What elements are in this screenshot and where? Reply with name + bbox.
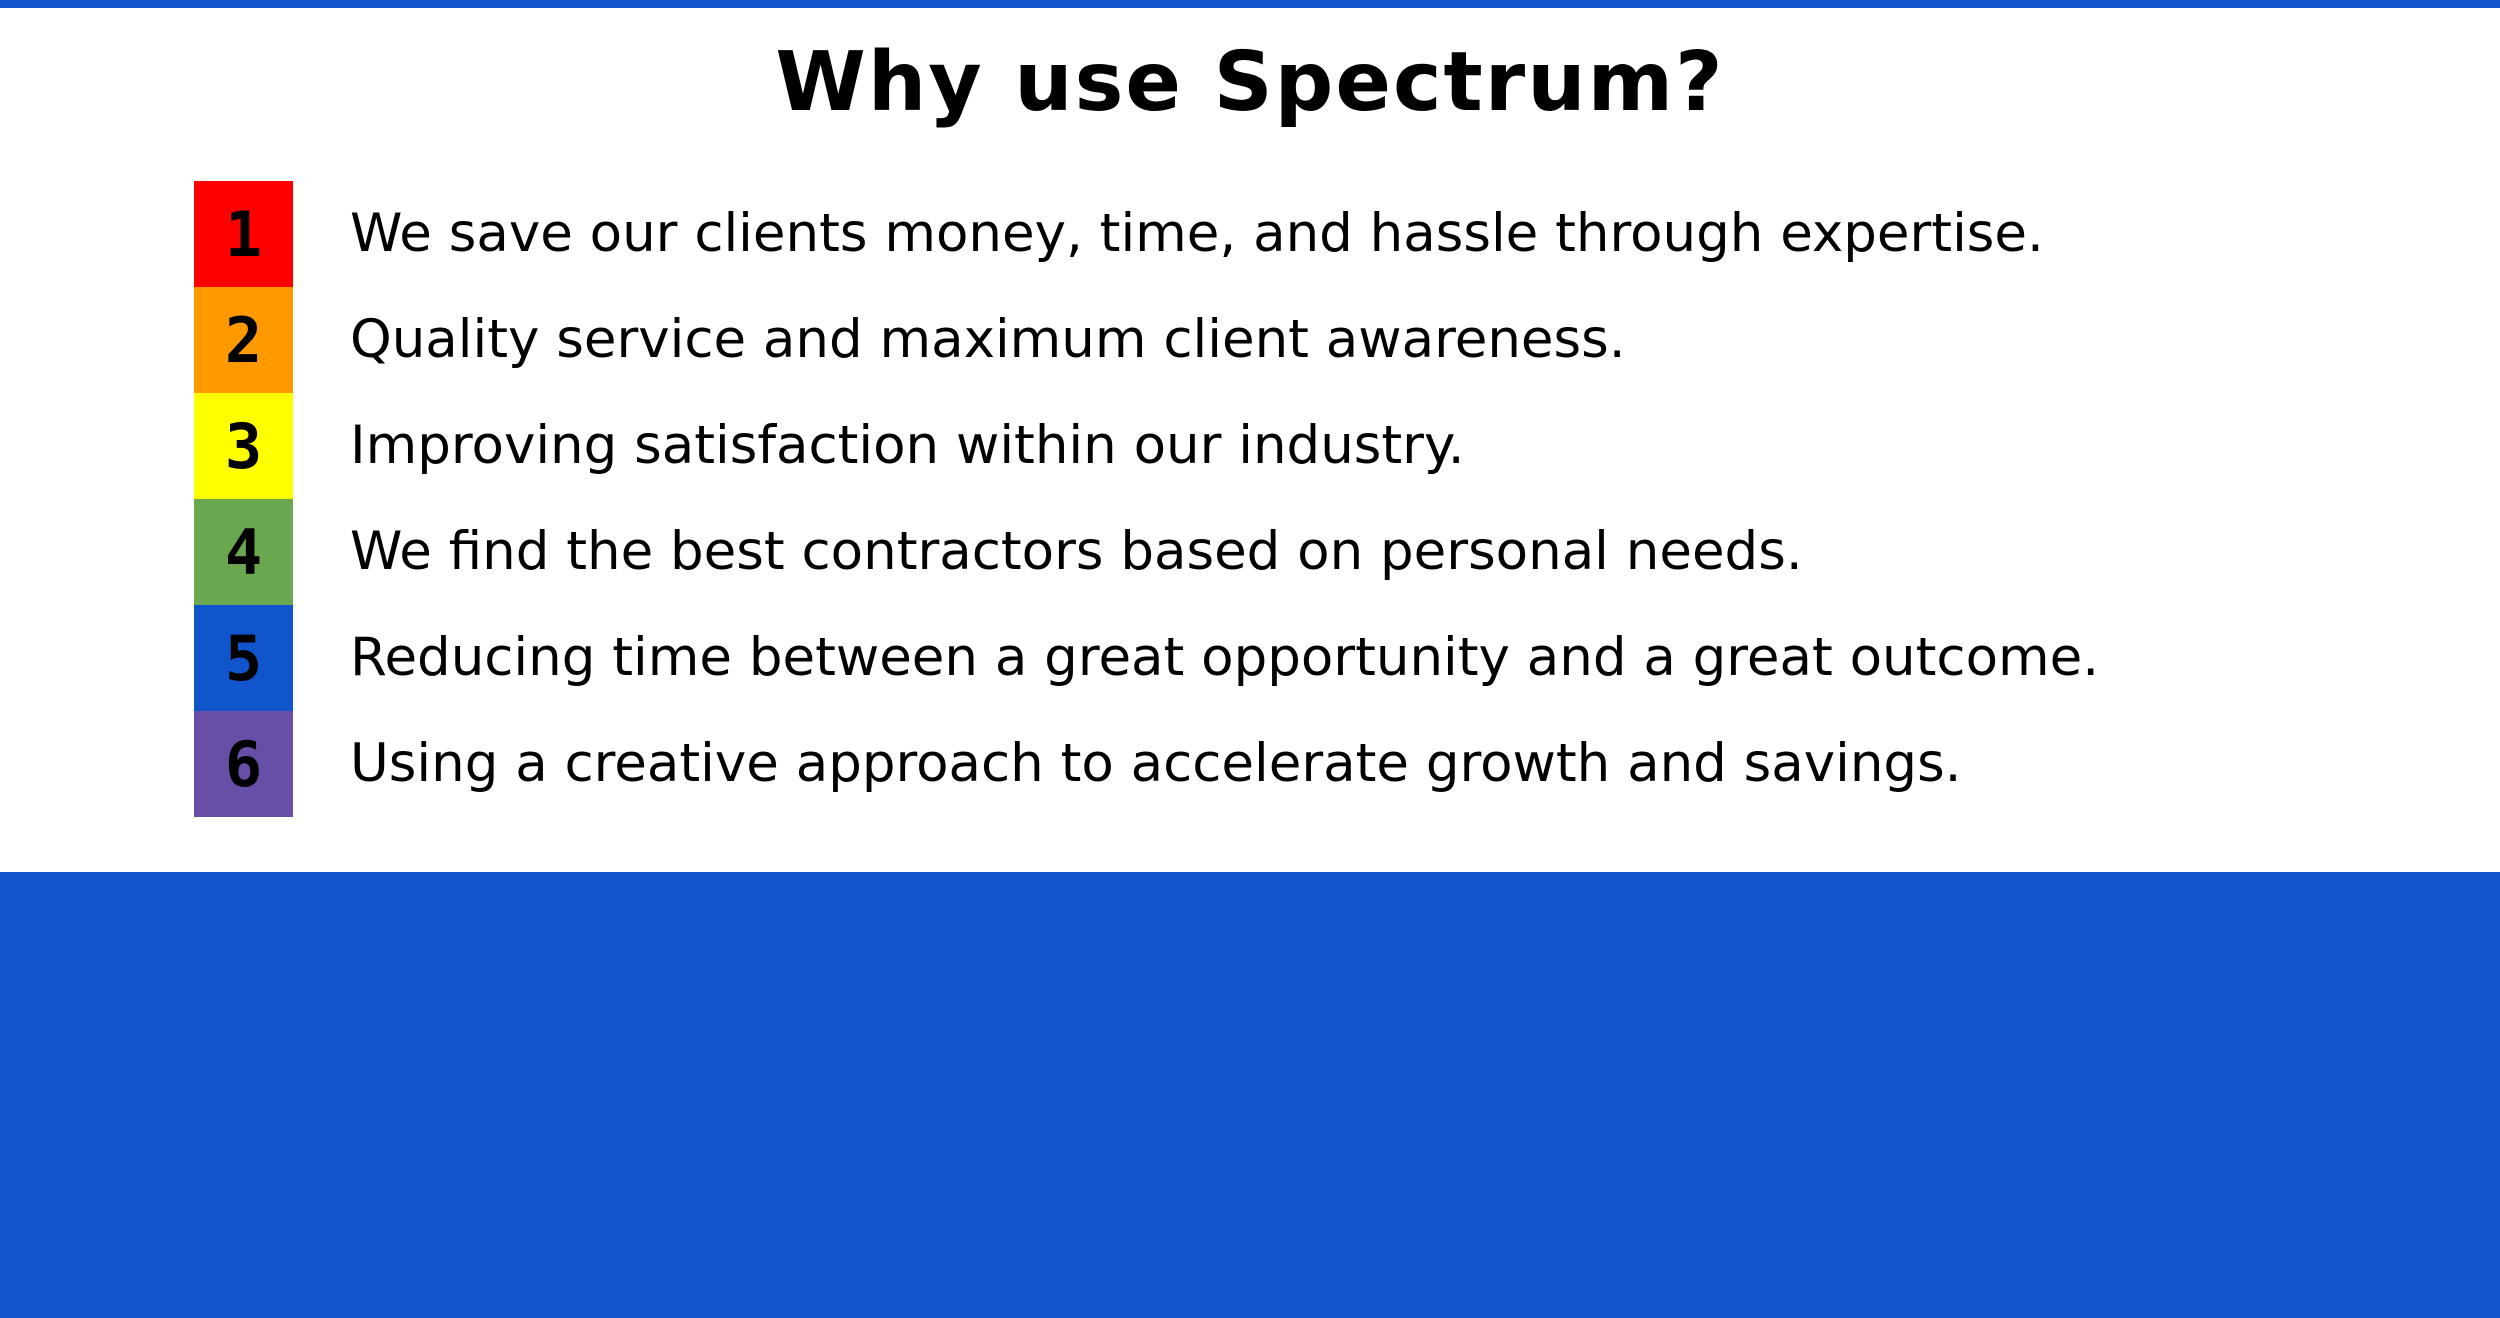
bottom-blue-panel bbox=[0, 872, 2500, 1318]
page-title: Why use Spectrum? bbox=[775, 35, 1725, 130]
list-item-text: Reducing time between a great opportunit… bbox=[350, 627, 2100, 688]
list-item-text: We save our clients money, time, and has… bbox=[350, 203, 2044, 264]
number-badge: 3 bbox=[194, 393, 293, 499]
list-item: 3 Improving satisfaction within our indu… bbox=[194, 393, 2094, 499]
list-item: 4 We find the best contractors based on … bbox=[194, 499, 2094, 605]
number-badge: 6 bbox=[194, 711, 293, 817]
top-accent-rule bbox=[0, 0, 2500, 8]
list-item: 6 Using a creative approach to accelerat… bbox=[194, 711, 2094, 817]
list-item: 2 Quality service and maximum client awa… bbox=[194, 287, 2094, 393]
reasons-list: 1 We save our clients money, time, and h… bbox=[194, 181, 2099, 817]
list-item-text: We find the best contractors based on pe… bbox=[350, 521, 1803, 582]
number-badge: 5 bbox=[194, 605, 293, 711]
number-badge: 2 bbox=[194, 287, 293, 393]
number-badge: 4 bbox=[194, 499, 293, 605]
list-item-text: Quality service and maximum client aware… bbox=[350, 309, 1626, 370]
list-item: 1 We save our clients money, time, and h… bbox=[194, 181, 2094, 287]
list-item: 5 Reducing time between a great opportun… bbox=[194, 605, 2099, 711]
number-badge: 1 bbox=[194, 181, 293, 287]
list-item-text: Using a creative approach to accelerate … bbox=[350, 733, 1962, 794]
list-item-text: Improving satisfaction within our indust… bbox=[350, 415, 1465, 476]
